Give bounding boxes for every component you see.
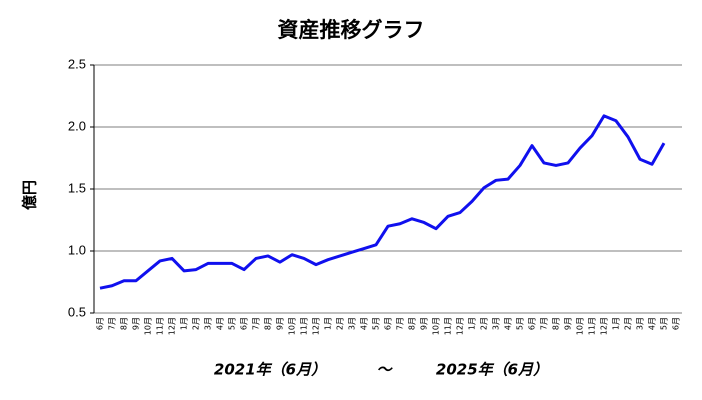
x-tick-label: 9月: [564, 317, 573, 330]
x-tick-label: 10月: [576, 317, 585, 335]
x-tick-label: 2月: [480, 317, 489, 330]
x-tick-label: 6月: [240, 317, 249, 330]
x-tick-label: 5月: [372, 317, 381, 330]
x-tick-label: 7月: [396, 317, 405, 330]
x-tick-label: 5月: [228, 317, 237, 330]
x-tick-label: 12月: [168, 317, 177, 335]
y-axis-label: 億円: [21, 180, 39, 210]
x-tick-label: 6月: [96, 317, 105, 330]
x-tick-label: 1月: [180, 317, 189, 330]
x-tick-label: 3月: [204, 317, 213, 330]
x-tick-label: 11月: [300, 317, 309, 335]
x-tick-label: 8月: [552, 317, 561, 330]
x-tick-label: 2月: [192, 317, 201, 330]
x-tick-label: 7月: [108, 317, 117, 330]
x-tick-label: 4月: [648, 317, 657, 330]
y-tick-label: 2.0: [68, 118, 86, 133]
x-tick-label: 10月: [432, 317, 441, 335]
y-tick-label: 1.5: [68, 180, 86, 195]
x-tick-label: 4月: [504, 317, 513, 330]
x-tick-label: 8月: [120, 317, 129, 330]
y-tick-label: 0.5: [68, 304, 86, 319]
x-tick-label: 2月: [624, 317, 633, 330]
x-tick-label: 12月: [456, 317, 465, 335]
x-tick-label: 6月: [384, 317, 393, 330]
x-tick-label: 12月: [600, 317, 609, 335]
x-tick-label: 12月: [312, 317, 321, 335]
data-line: [99, 114, 666, 290]
y-tick-label: 1.0: [68, 242, 86, 257]
x-tick-label: 2月: [336, 317, 345, 330]
y-tick-label: 2.5: [68, 56, 86, 71]
x-tick-label: 9月: [420, 317, 429, 330]
x-tick-label: 3月: [492, 317, 501, 330]
x-tick-label: 6月: [528, 317, 537, 330]
x-tick-label: 5月: [516, 317, 525, 330]
end-label: 2025年（6月）: [436, 361, 548, 379]
x-tick-label: 11月: [588, 317, 597, 335]
x-tick-label: 5月: [660, 317, 669, 330]
x-tick-label: 9月: [132, 317, 141, 330]
x-tick-label: 8月: [264, 317, 273, 330]
x-tick-label: 6月: [672, 317, 681, 330]
x-tick-label: 4月: [216, 317, 225, 330]
x-tick-label: 10月: [288, 317, 297, 335]
x-tick-label: 3月: [636, 317, 645, 330]
x-tick-label: 4月: [360, 317, 369, 330]
x-tick-label: 7月: [540, 317, 549, 330]
x-tick-label: 10月: [144, 317, 153, 335]
range-separator: ～: [376, 361, 393, 379]
x-tick-label: 11月: [156, 317, 165, 335]
x-tick-label: 1月: [324, 317, 333, 330]
x-tick-label: 7月: [252, 317, 261, 330]
x-tick-label: 8月: [408, 317, 417, 330]
start-label: 2021年（6月）: [214, 361, 326, 379]
x-tick-label: 11月: [444, 317, 453, 335]
x-tick-label: 9月: [276, 317, 285, 330]
chart-title: 資産推移グラフ: [278, 18, 425, 42]
x-tick-label: 3月: [348, 317, 357, 330]
x-tick-label: 1月: [468, 317, 477, 330]
x-tick-label: 1月: [612, 317, 621, 330]
